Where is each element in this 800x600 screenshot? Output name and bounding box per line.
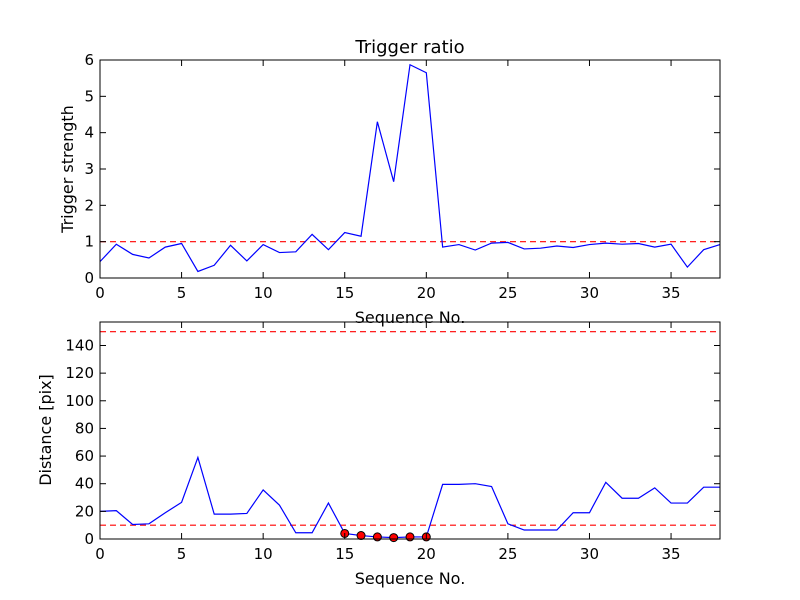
x-tick-label: 5: [177, 545, 187, 563]
data-point-marker: [389, 533, 399, 543]
y-axis-label: Trigger strength: [58, 105, 77, 234]
y-axis-label: Distance [pix]: [36, 374, 55, 486]
x-axis-label: Sequence No.: [355, 308, 466, 327]
y-tick-label: 100: [65, 392, 94, 410]
y-tick-label: 60: [75, 447, 94, 465]
x-tick-label: 10: [254, 284, 273, 302]
data-point-marker: [405, 532, 415, 542]
x-tick-label: 5: [177, 284, 187, 302]
series-line: [99, 63, 721, 273]
y-tick-label: 6: [84, 51, 94, 69]
x-tick-label: 15: [335, 545, 354, 563]
x-tick-label: 25: [498, 545, 517, 563]
x-tick-label: 0: [95, 284, 105, 302]
y-tick-label: 1: [84, 233, 94, 251]
y-tick-label: 5: [84, 87, 94, 105]
x-tick-label: 20: [417, 545, 436, 563]
y-tick-label: 0: [84, 530, 94, 548]
data-point-marker: [356, 531, 366, 541]
y-tick-label: 3: [84, 160, 94, 178]
y-tick-label: 80: [75, 419, 94, 437]
y-tick-label: 40: [75, 475, 94, 493]
x-tick-label: 10: [254, 545, 273, 563]
x-tick-label: 25: [498, 284, 517, 302]
plot-frame: [99, 321, 721, 540]
y-tick-label: 2: [84, 196, 94, 214]
x-tick-label: 20: [417, 284, 436, 302]
data-point-marker: [372, 532, 382, 542]
x-tick-label: 30: [580, 545, 599, 563]
y-tick-label: 0: [84, 269, 94, 287]
trigger-ratio-plot: Trigger ratio 0 5 10 15 20 25 30 35 0 1 2 3 4 5 6 Sequ…: [58, 37, 721, 327]
plot-frame: [99, 59, 721, 279]
y-tick-label: 140: [65, 336, 94, 354]
x-tick-label: 35: [662, 284, 681, 302]
y-tick-label: 20: [75, 502, 94, 520]
chart-title: Trigger ratio: [354, 37, 464, 58]
distance-plot: 0 5 10 15 20 25 30 35 0 20 40 60 80 100 120 140 Sequenc…: [36, 321, 721, 588]
x-axis-label: Sequence No.: [355, 569, 466, 588]
x-tick-label: 15: [335, 284, 354, 302]
y-tick-label: 4: [84, 124, 94, 142]
x-tick-label: 0: [95, 545, 105, 563]
x-tick-label: 30: [580, 284, 599, 302]
y-tick-label: 120: [65, 364, 94, 382]
x-tick-label: 35: [662, 545, 681, 563]
